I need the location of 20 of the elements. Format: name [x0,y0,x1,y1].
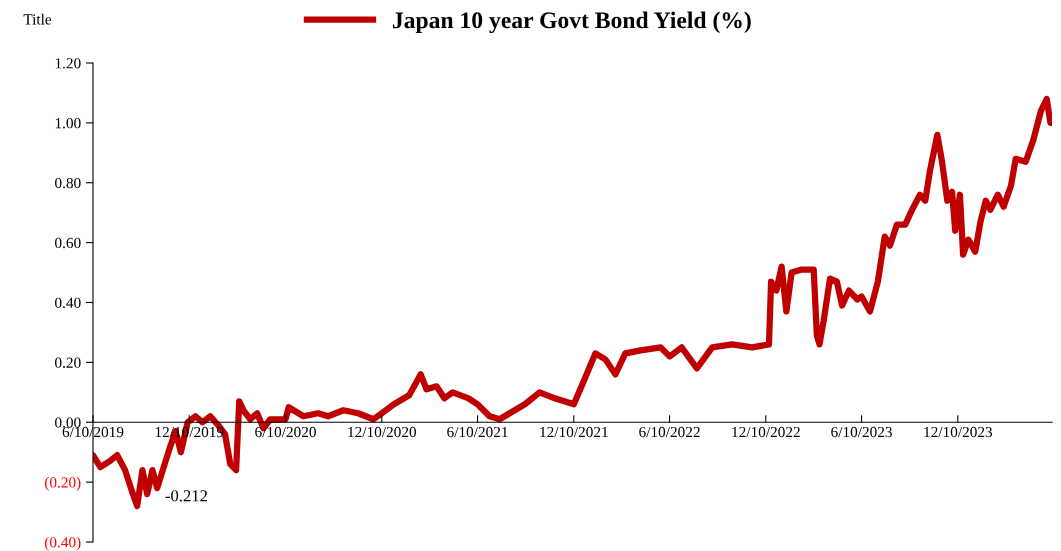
y-tick-label: 0.20 [55,357,81,368]
x-tick-label: 12/10/2020 [348,426,417,438]
x-tick-label: 6/10/2023 [831,426,892,438]
x-tick-label: 6/10/2022 [639,426,700,438]
y-tick-label: 1.00 [55,118,81,129]
y-tick-label: 0.60 [55,237,81,249]
y-tick-label: (0.40) [44,536,81,551]
annotation: -0.212 [165,490,208,502]
y-tick-label: (0.20) [44,476,81,491]
y-tick-label: 0.40 [55,297,81,309]
legend-label: Japan 10 year Govt Bond Yield (%) [392,11,751,34]
y-tick-label: 0.80 [55,177,81,189]
x-tick-label: 12/10/2023 [924,426,993,438]
x-tick-label: 6/10/2021 [447,426,508,438]
x-tick-label: 12/10/2022 [732,426,800,438]
x-tick-label: 6/10/2020 [255,426,316,438]
y-axis-title: Title [23,13,52,25]
y-tick-label: 1.20 [55,58,81,69]
x-tick-label: 12/10/2021 [540,426,608,438]
y-tick-label: 0.00 [55,417,81,428]
